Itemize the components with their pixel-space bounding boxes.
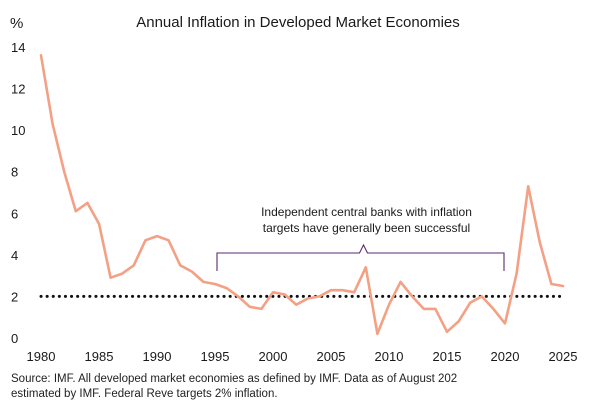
inflation-chart: Annual Inflation in Developed Market Eco… [10,14,578,364]
x-tick-label: 1985 [85,349,114,364]
x-tick-label: 2005 [317,349,346,364]
x-tick-label: 2015 [433,349,462,364]
x-tick-label: 1995 [201,349,230,364]
x-tick-label: 2020 [491,349,520,364]
y-tick-label: 4 [11,248,18,263]
y-tick-label: 14 [11,40,25,55]
chart-title: Annual Inflation in Developed Market Eco… [136,14,460,31]
x-tick-label: 2010 [375,349,404,364]
x-tick-label: 2000 [259,349,288,364]
source-note: Source: IMF. All developed market econom… [11,372,591,402]
x-tick-label: 2025 [549,349,578,364]
annotation-bracket [216,243,505,271]
y-tick-label: 2 [11,289,18,304]
y-axis-unit-label: % [10,15,23,32]
source-note-line-2: estimated by IMF. Federal Reve targets 2… [11,388,278,400]
x-tick-label: 1990 [143,349,172,364]
x-tick-label: 1980 [27,349,56,364]
y-tick-label: 10 [11,123,25,138]
annotation-text-line-1: Independent central banks with inflation [261,205,472,219]
y-tick-label: 6 [11,206,18,221]
source-note-line-1: Source: IMF. All developed market econom… [11,373,458,385]
y-tick-label: 8 [11,165,18,180]
y-tick-label: 0 [11,331,18,346]
y-tick-label: 12 [11,82,25,97]
annotation-text-line-2: targets have generally been successful [263,221,470,235]
inflation-series-line [39,54,565,336]
